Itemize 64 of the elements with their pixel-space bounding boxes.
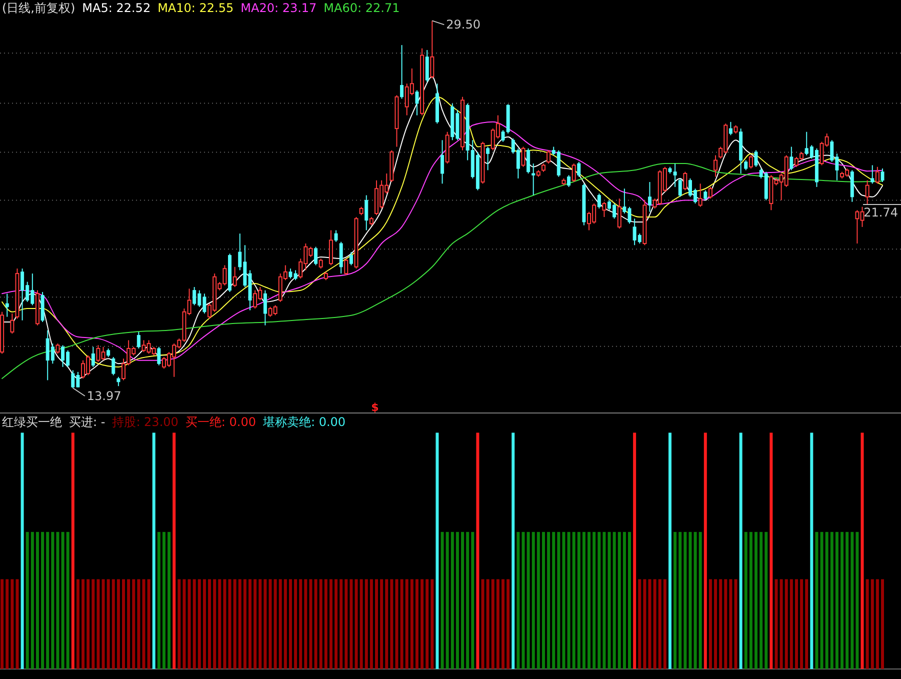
candlestick	[415, 90, 419, 116]
candlestick	[617, 198, 622, 230]
candlestick	[577, 161, 581, 178]
candlestick	[116, 376, 120, 387]
candlestick	[318, 258, 323, 270]
candlestick	[430, 20, 434, 79]
candlestick	[532, 163, 536, 196]
candlestick	[314, 246, 318, 266]
candlestick	[875, 166, 880, 184]
text: $	[371, 401, 379, 414]
candlestick	[865, 180, 870, 205]
candlestick	[683, 171, 688, 191]
candlestick	[790, 146, 794, 171]
text: MA20: 23.17	[240, 1, 317, 15]
candlestick	[400, 44, 404, 100]
candlestick	[339, 241, 343, 274]
text: MA10: 22.55	[158, 1, 234, 15]
candlestick	[521, 146, 526, 168]
candlestick	[572, 163, 576, 182]
candlestick	[136, 331, 140, 350]
candlestick	[648, 182, 652, 212]
candlestick	[440, 140, 444, 184]
candlestick	[344, 258, 348, 276]
candlestick	[263, 290, 267, 326]
candlestick	[364, 194, 368, 231]
candlestick	[708, 186, 712, 200]
candlestick	[698, 183, 702, 208]
candlestick	[567, 174, 571, 188]
candlestick	[597, 193, 601, 209]
candlestick	[546, 150, 551, 164]
candlestick	[748, 154, 753, 170]
candlestick	[5, 293, 9, 318]
candlestick	[349, 252, 353, 266]
candlestick	[870, 164, 874, 184]
text: 买进: -	[69, 415, 106, 429]
text: 堪称卖绝: 0.00	[262, 415, 346, 429]
text: 持股: 23.00	[112, 415, 178, 429]
candlestick	[91, 346, 95, 368]
series-label: 买一绝: 0.00	[185, 415, 256, 429]
annotation: 29.50	[446, 18, 481, 32]
candlestick	[526, 148, 530, 174]
candlestick	[714, 154, 718, 178]
candlestick	[328, 230, 333, 266]
text: 13.97	[86, 389, 122, 403]
candlestick	[486, 146, 490, 171]
candlestick	[232, 266, 237, 288]
chart-title: (日线,前复权)	[2, 1, 76, 15]
candlestick	[602, 201, 606, 218]
candlestick	[744, 160, 748, 171]
candlestick	[334, 230, 338, 242]
candlestick	[10, 313, 14, 334]
candlestick	[56, 343, 60, 354]
candlestick	[728, 121, 732, 136]
annotation: 21.74	[864, 206, 898, 220]
text: MA5: 22.52	[82, 1, 151, 15]
chart-title: 红绿买一绝	[2, 415, 62, 429]
candlestick	[157, 346, 161, 366]
candlestick	[112, 356, 116, 376]
candlestick	[704, 190, 708, 201]
candlestick	[880, 168, 884, 182]
candlestick	[425, 50, 429, 82]
candlestick	[754, 150, 758, 168]
candlestick	[678, 178, 682, 198]
text: MA60: 22.71	[324, 1, 400, 15]
